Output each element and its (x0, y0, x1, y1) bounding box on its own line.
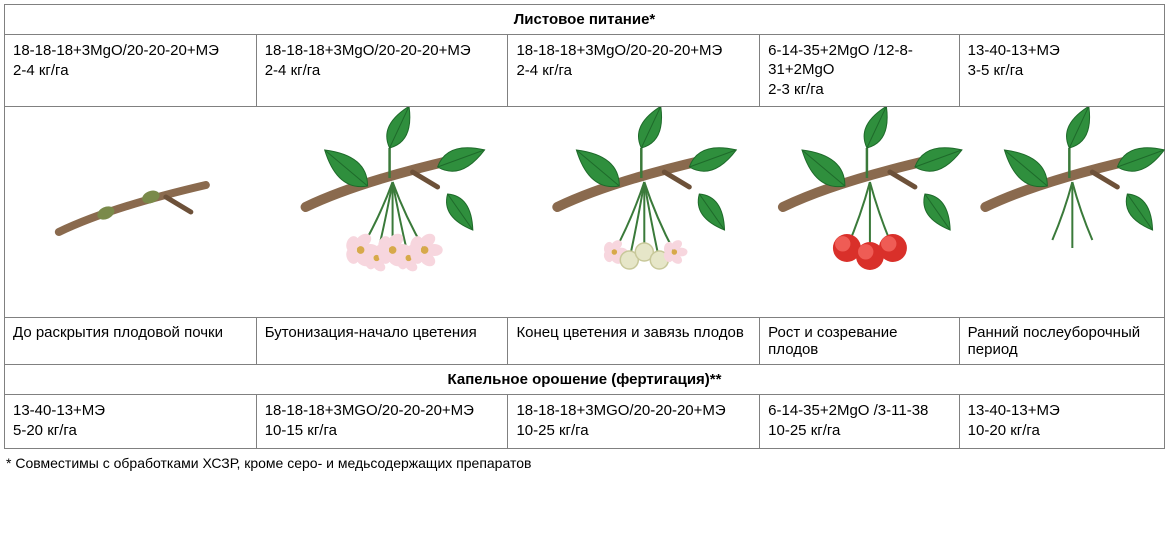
stage-labels-row: До раскрытия плодовой почки Бутонизация-… (5, 318, 1165, 365)
fert-formula: 18-18-18+3MgO/20-20-20+МЭ (13, 42, 248, 61)
fert-rate: 2-4 кг/га (516, 62, 751, 81)
stage-label-cell: До раскрытия плодовой почки (5, 318, 257, 365)
fertilization-schedule-table: Листовое питание* 18-18-18+3MgO/20-20-20… (4, 4, 1165, 449)
stage-label: Бутонизация-начало цветения (265, 324, 477, 341)
fert-formula: 13-40-13+МЭ (968, 402, 1156, 421)
fert-rate: 10-25 кг/га (516, 422, 751, 441)
stage-label-cell: Ранний послеуборочный период (959, 318, 1164, 365)
foliar-row: 18-18-18+3MgO/20-20-20+МЭ 2-4 кг/га 18-1… (5, 35, 1165, 107)
drip-cell: 13-40-13+МЭ 10-20 кг/га (959, 395, 1164, 449)
stage-label-cell: Рост и созревание плодов (760, 318, 960, 365)
drip-cell: 18-18-18+3MGO/20-20-20+МЭ 10-25 кг/га (508, 395, 760, 449)
foliar-cell: 18-18-18+3MgO/20-20-20+МЭ 2-4 кг/га (5, 35, 257, 107)
fert-rate: 2-4 кг/га (265, 62, 500, 81)
fert-formula: 13-40-13+МЭ (968, 42, 1156, 61)
fert-formula: 18-18-18+3MGO/20-20-20+МЭ (265, 402, 500, 421)
drip-cell: 18-18-18+3MGO/20-20-20+МЭ 10-15 кг/га (256, 395, 508, 449)
stage-label: Ранний послеуборочный период (968, 324, 1140, 358)
foliar-cell: 6-14-35+2MgO /12-8-31+2MgO 2-3 кг/га (760, 35, 960, 107)
drip-cell: 13-40-13+МЭ 5-20 кг/га (5, 395, 257, 449)
foliar-cell: 18-18-18+3MgO/20-20-20+МЭ 2-4 кг/га (508, 35, 760, 107)
fert-formula: 18-18-18+3MgO/20-20-20+МЭ (265, 42, 500, 61)
fert-rate: 2-3 кг/га (768, 81, 951, 100)
drip-row: 13-40-13+МЭ 5-20 кг/га 18-18-18+3MGO/20-… (5, 395, 1165, 449)
stage-label: Конец цветения и завязь плодов (516, 324, 743, 341)
fert-formula: 6-14-35+2MgO /12-8-31+2MgO (768, 42, 951, 80)
stage-illustrations-row (5, 107, 1165, 318)
fert-formula: 6-14-35+2MgO /3-11-38 (768, 402, 951, 421)
fert-formula: 13-40-13+МЭ (13, 402, 248, 421)
fert-formula: 18-18-18+3MgO/20-20-20+МЭ (516, 42, 751, 61)
growth-stages-icon (5, 107, 1165, 317)
foliar-cell: 13-40-13+МЭ 3-5 кг/га (959, 35, 1164, 107)
stage-label-cell: Конец цветения и завязь плодов (508, 318, 760, 365)
fert-formula: 18-18-18+3MGO/20-20-20+МЭ (516, 402, 751, 421)
stage-label: До раскрытия плодовой почки (13, 324, 223, 341)
fert-rate: 5-20 кг/га (13, 422, 248, 441)
stage-illustrations (5, 107, 1165, 318)
foliar-cell: 18-18-18+3MgO/20-20-20+МЭ 2-4 кг/га (256, 35, 508, 107)
fert-rate: 2-4 кг/га (13, 62, 248, 81)
fert-rate: 10-15 кг/га (265, 422, 500, 441)
fert-rate: 10-20 кг/га (968, 422, 1156, 441)
foliar-title-cell: Листовое питание* (5, 5, 1165, 35)
drip-title-cell: Капельное орошение (фертигация)** (5, 365, 1165, 395)
foliar-title: Листовое питание* (514, 11, 656, 28)
footnote: * Совместимы с обработками ХСЗР, кроме с… (6, 455, 1165, 471)
drip-title: Капельное орошение (фертигация)** (448, 371, 722, 388)
fert-rate: 10-25 кг/га (768, 422, 951, 441)
drip-cell: 6-14-35+2MgO /3-11-38 10-25 кг/га (760, 395, 960, 449)
fert-rate: 3-5 кг/га (968, 62, 1156, 81)
stage-label: Рост и созревание плодов (768, 324, 897, 358)
stage-label-cell: Бутонизация-начало цветения (256, 318, 508, 365)
